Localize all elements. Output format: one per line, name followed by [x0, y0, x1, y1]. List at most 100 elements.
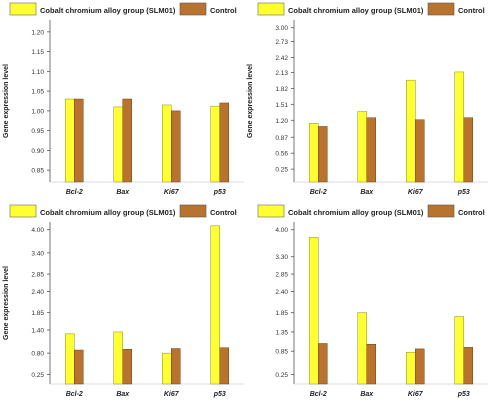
y-tick-label: 3.00	[275, 25, 288, 32]
y-tick-label: 1.15	[31, 49, 44, 56]
y-axis-label: Gene expression level	[3, 64, 10, 138]
bar-control	[463, 347, 473, 385]
bar-slm01	[210, 225, 220, 385]
x-tick-label: Ki67	[164, 391, 180, 398]
legend-swatch-control	[179, 2, 207, 16]
x-tick-label: Ki67	[164, 189, 180, 196]
bar-control	[366, 344, 376, 385]
bar-control	[415, 119, 425, 183]
bar-control	[171, 348, 181, 385]
bar-slm01	[454, 316, 464, 385]
bar-control	[171, 110, 181, 183]
legend-label-slm01: Cobalt chromium alloy group (SLM01)	[288, 208, 424, 217]
x-tick-label: p53	[213, 189, 226, 196]
y-tick-label: 1.20	[275, 118, 288, 125]
x-tick-label: Bax	[116, 189, 130, 196]
bar-slm01	[113, 331, 123, 385]
x-tick-label: Bax	[360, 189, 374, 196]
x-tick-label: p53	[457, 189, 470, 196]
y-tick-label: 0.85	[275, 349, 288, 356]
y-tick-label: 4.00	[275, 227, 288, 234]
y-tick-label: 1.85	[275, 310, 288, 317]
x-tick-label: Bcl-2	[310, 189, 327, 196]
y-tick-label: 1.51	[275, 102, 288, 109]
bar-slm01	[454, 71, 464, 183]
y-tick-label: 2.40	[275, 289, 288, 296]
bar-slm01	[357, 312, 367, 385]
y-axis-label: Gene expression level	[247, 64, 254, 138]
legend-label-control: Control	[210, 6, 237, 15]
bar-slm01	[406, 79, 416, 183]
y-tick-label: 2.73	[275, 39, 288, 46]
bar-slm01	[162, 352, 172, 385]
y-axis-label: Gene expression level	[3, 266, 10, 340]
legend: Cobalt chromium alloy group (SLM01) Contr…	[9, 2, 237, 16]
y-tick-label: 1.35	[275, 329, 288, 336]
x-tick-label: Bcl-2	[66, 391, 83, 398]
bar-slm01	[210, 105, 220, 183]
y-tick-label: 1.85	[31, 310, 44, 317]
bar-control	[463, 117, 473, 183]
y-tick-label: 1.10	[31, 69, 44, 76]
legend: Cobalt chromium alloy group (SLM01) Contr…	[257, 204, 485, 218]
x-tick-label: Ki67	[408, 391, 424, 398]
bar-control	[122, 349, 132, 385]
y-tick-label: 0.90	[31, 148, 44, 155]
legend-swatch-slm01	[9, 2, 37, 16]
y-tick-label: 0.80	[31, 351, 44, 358]
y-tick-label: 3.30	[275, 254, 288, 261]
y-tick-label: 3.40	[31, 250, 44, 257]
y-tick-label: 1.40	[31, 328, 44, 335]
legend: Cobalt chromium alloy group (SLM01) Contr…	[9, 204, 237, 218]
bar-control	[74, 349, 84, 385]
y-tick-label: 4.00	[31, 227, 44, 234]
chart-panel-1: Cobalt chromium alloy group (SLM01) Contr…	[3, 2, 244, 196]
y-tick-label: 2.85	[275, 272, 288, 279]
legend-swatch-control	[427, 2, 455, 16]
chart-panel-2: Cobalt chromium alloy group (SLM01) Contr…	[247, 2, 488, 196]
bar-slm01	[65, 333, 75, 385]
y-tick-label: 1.82	[275, 86, 288, 93]
legend-label-slm01: Cobalt chromium alloy group (SLM01)	[40, 208, 176, 217]
legend-label-control: Control	[458, 6, 485, 15]
chart-panel-4: Cobalt chromium alloy group (SLM01) Contr…	[257, 204, 488, 398]
y-tick-label: 0.25	[275, 167, 288, 174]
bar-slm01	[309, 237, 319, 385]
bar-slm01	[406, 352, 416, 385]
y-tick-label: 2.85	[31, 272, 44, 279]
bar-control	[318, 343, 328, 385]
legend-swatch-control	[179, 204, 207, 218]
legend: Cobalt chromium alloy group (SLM01) Contr…	[257, 2, 485, 16]
bar-slm01	[162, 104, 172, 183]
x-tick-label: Bcl-2	[66, 189, 83, 196]
y-tick-label: 0.85	[31, 168, 44, 175]
y-tick-label: 0.95	[31, 128, 44, 135]
y-tick-label: 2.42	[275, 55, 288, 62]
x-tick-label: p53	[457, 391, 470, 398]
bar-slm01	[113, 106, 123, 183]
x-tick-label: Bax	[360, 391, 374, 398]
y-tick-label: 0.56	[275, 151, 288, 158]
legend-label-slm01: Cobalt chromium alloy group (SLM01)	[288, 6, 424, 15]
x-tick-label: p53	[213, 391, 226, 398]
bar-control	[318, 126, 328, 183]
bar-slm01	[309, 123, 319, 183]
legend-swatch-slm01	[257, 204, 285, 218]
bar-slm01	[65, 98, 75, 183]
y-tick-label: 1.20	[31, 29, 44, 36]
y-tick-label: 0.87	[275, 135, 288, 142]
y-tick-label: 1.00	[31, 108, 44, 115]
y-tick-label: 2.13	[275, 70, 288, 77]
y-tick-label: 1.05	[31, 89, 44, 96]
bar-control	[219, 102, 229, 183]
bar-slm01	[357, 111, 367, 183]
x-tick-label: Ki67	[408, 189, 424, 196]
y-tick-label: 0.25	[275, 372, 288, 379]
legend-swatch-control	[427, 204, 455, 218]
x-tick-label: Bcl-2	[310, 391, 327, 398]
bar-control	[122, 98, 132, 183]
x-tick-label: Bax	[116, 391, 130, 398]
chart-panel-3: Cobalt chromium alloy group (SLM01) Contr…	[3, 204, 244, 398]
legend-label-control: Control	[458, 208, 485, 217]
